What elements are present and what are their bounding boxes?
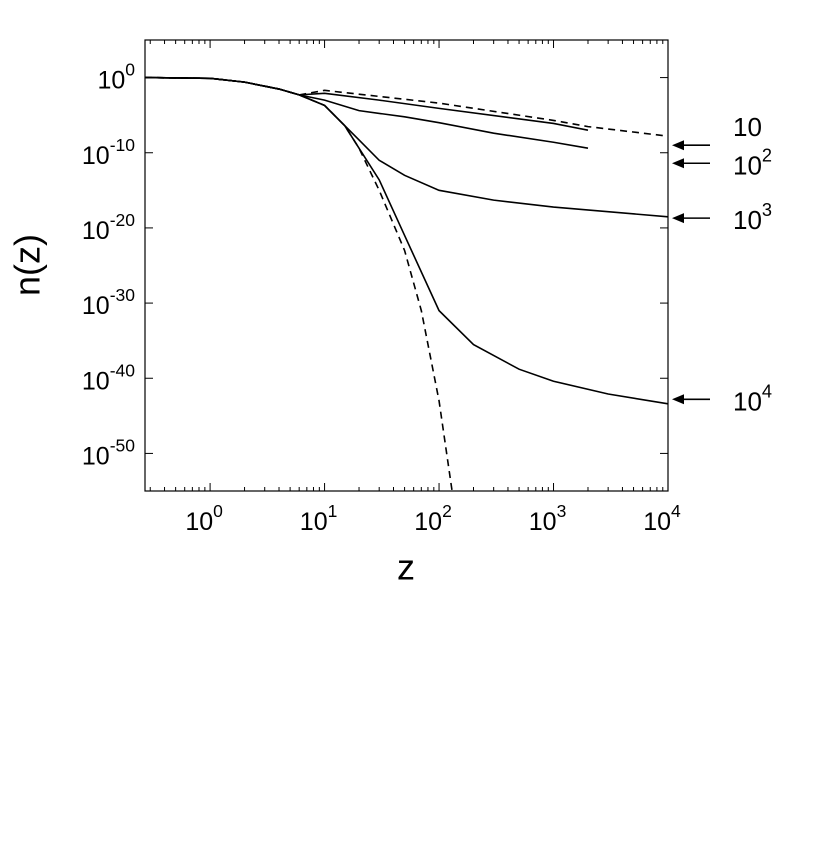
series-line — [144, 76, 589, 131]
annotation-label: 104 — [733, 381, 772, 416]
x-tick-label: 102 — [414, 501, 452, 536]
x-tick-label: 104 — [643, 501, 681, 536]
annotation-arrowhead — [672, 213, 684, 224]
y-tick-label: 10-40 — [82, 360, 135, 395]
x-tick-label: 103 — [529, 501, 567, 536]
y-tick-label: 100 — [97, 59, 135, 94]
y-axis-label: n(z) — [7, 234, 48, 296]
annotation-arrowhead — [672, 394, 684, 405]
series-line — [144, 76, 669, 218]
series-line — [144, 76, 453, 492]
y-tick-label: 10-50 — [82, 435, 135, 470]
annotation-label: 102 — [733, 145, 772, 180]
series-line — [144, 76, 589, 150]
y-tick-label: 10-30 — [82, 285, 135, 320]
y-tick-label: 10-10 — [82, 134, 135, 169]
annotation-label: 103 — [733, 200, 772, 235]
x-tick-label: 100 — [185, 501, 223, 536]
x-axis-label: z — [397, 547, 415, 588]
annotation-arrowhead — [672, 140, 684, 151]
plot-frame — [144, 39, 669, 492]
x-tick-label: 101 — [300, 501, 338, 536]
y-tick-label: 10-20 — [82, 210, 135, 245]
annotation-label: 10 — [733, 112, 762, 142]
series-line — [144, 76, 669, 137]
annotation-arrowhead — [672, 158, 684, 169]
series-line — [144, 76, 669, 405]
